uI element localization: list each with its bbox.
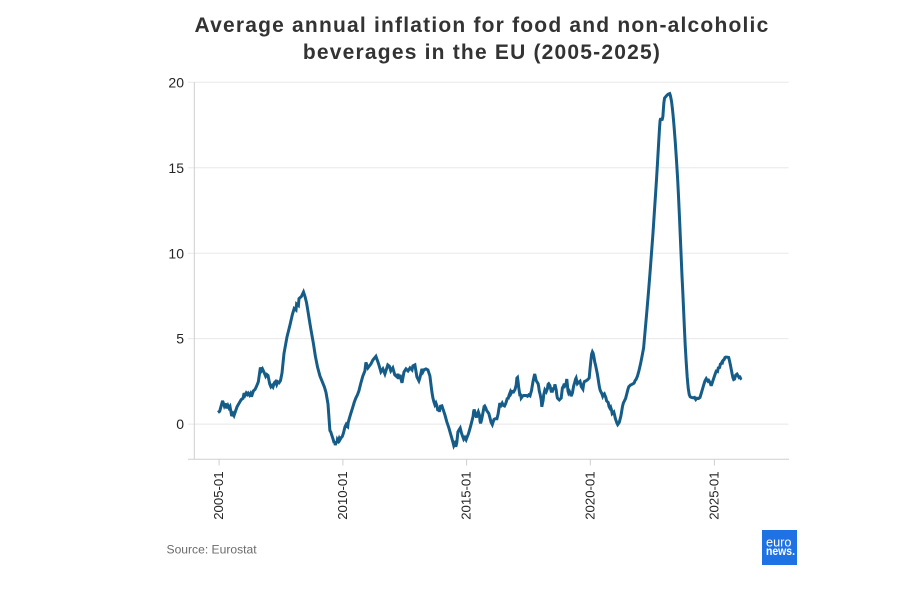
svg-text:20: 20 [168,74,184,90]
svg-text:news.: news. [766,544,795,558]
svg-text:2025-01: 2025-01 [706,471,721,519]
svg-text:2015-01: 2015-01 [459,471,474,519]
svg-text:2010-01: 2010-01 [335,471,350,519]
svg-text:0: 0 [176,416,184,432]
svg-text:2020-01: 2020-01 [582,471,597,519]
svg-text:10: 10 [168,245,184,261]
svg-text:5: 5 [176,331,184,347]
svg-text:Source: Eurostat: Source: Eurostat [167,543,258,557]
svg-text:15: 15 [168,160,184,176]
svg-text:euro: euro [766,535,792,550]
svg-text:2005-01: 2005-01 [211,471,226,519]
